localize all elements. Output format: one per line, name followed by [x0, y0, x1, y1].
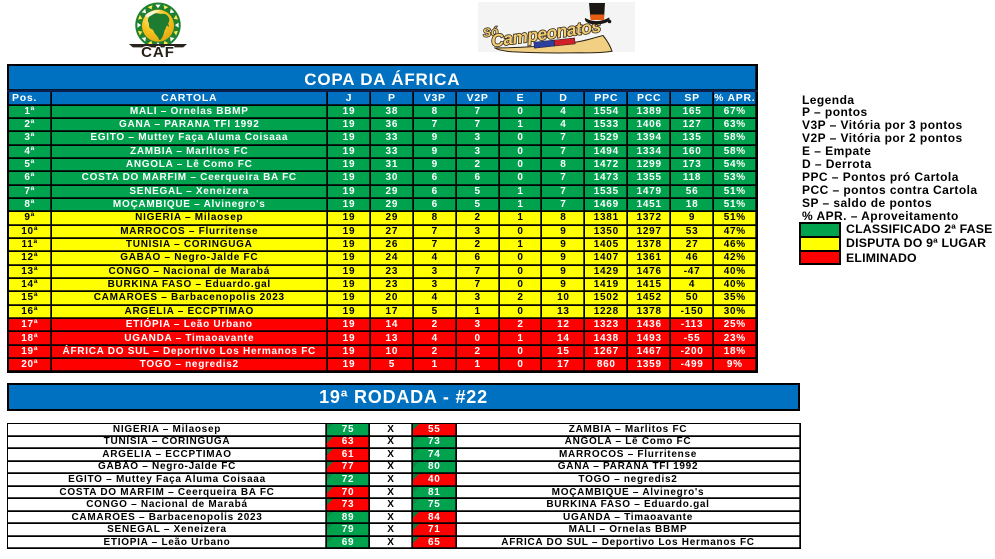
svg-text:CAF: CAF: [141, 44, 175, 60]
svg-text:Só: Só: [482, 24, 499, 40]
